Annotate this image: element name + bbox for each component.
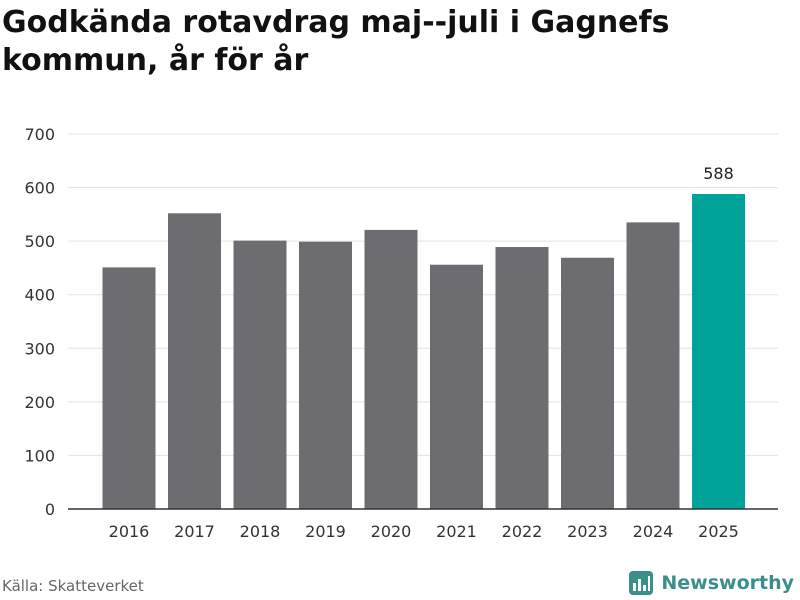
x-tick-label: 2021 — [436, 522, 477, 541]
y-tick-label: 100 — [24, 446, 55, 465]
x-tick-label: 2020 — [371, 522, 412, 541]
bar-2020 — [364, 229, 418, 509]
y-tick-label: 400 — [24, 286, 55, 305]
bar-2023 — [561, 257, 614, 509]
brand-logo: Newsworthy — [628, 568, 794, 598]
bar-2018 — [233, 240, 287, 509]
data-label: 588 — [703, 164, 734, 183]
y-tick-label: 500 — [24, 232, 55, 251]
newsworthy-logo-icon — [629, 571, 654, 595]
x-axis: 2016 2017 2018 2019 2020 2021 2022 2023 2024 2025 — [68, 508, 778, 541]
x-tick-label: 2023 — [567, 522, 608, 541]
x-tick-label: 2017 — [174, 522, 215, 541]
y-tick-label: 300 — [24, 339, 55, 358]
x-tick-label: 2022 — [502, 522, 543, 541]
bar-2016 — [102, 267, 156, 509]
x-tick-label: 2025 — [698, 522, 739, 541]
y-tick-label: 700 — [24, 125, 55, 144]
x-tick-label: 2024 — [633, 522, 674, 541]
x-tick-label: 2016 — [109, 522, 150, 541]
bar-2017 — [168, 213, 221, 510]
bar-2021 — [430, 264, 483, 509]
y-tick-label: 200 — [24, 393, 55, 412]
source-note: Källa: Skatteverket — [2, 577, 144, 595]
data-labels: 588 — [703, 164, 734, 183]
chart-title: Godkända rotavdrag maj--juli i Gagnefs k… — [2, 5, 670, 78]
bar-2019 — [299, 241, 352, 509]
bar-2025 — [692, 194, 745, 509]
y-tick-label: 600 — [24, 179, 55, 198]
bar-2024 — [626, 222, 680, 509]
bars — [102, 194, 745, 510]
x-tick-label: 2019 — [305, 522, 346, 541]
y-axis: 0 100 200 300 400 500 600 700 — [24, 125, 55, 519]
y-tick-label: 0 — [45, 500, 55, 519]
x-tick-label: 2018 — [240, 522, 281, 541]
brand-name: Newsworthy — [661, 572, 794, 594]
bar-2022 — [495, 247, 549, 510]
